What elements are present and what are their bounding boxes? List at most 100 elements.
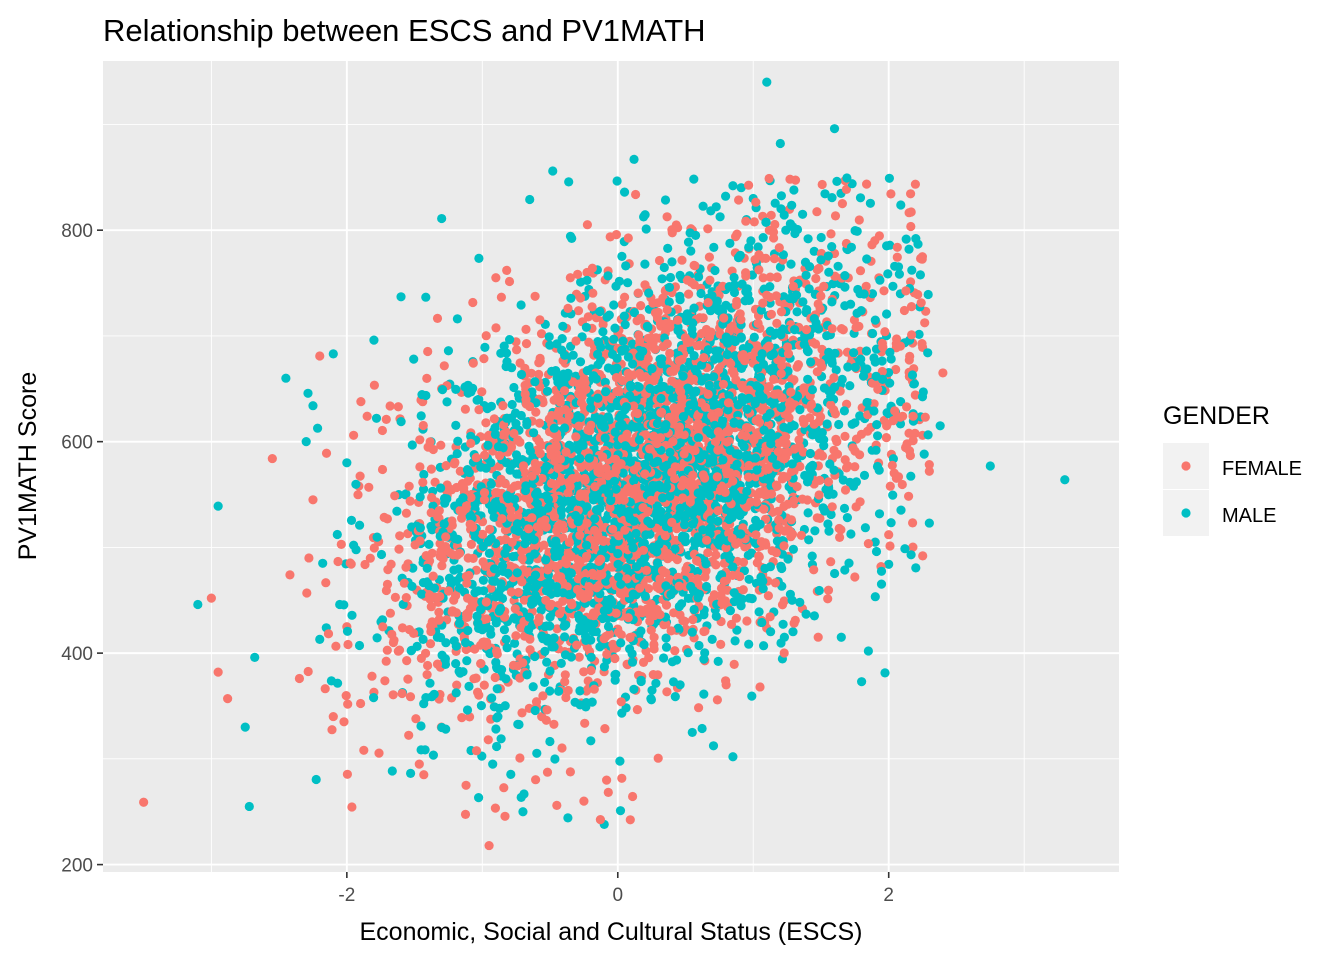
data-point-male bbox=[820, 506, 830, 516]
data-point-male bbox=[754, 607, 764, 617]
data-point-male bbox=[850, 418, 860, 428]
data-point-female bbox=[905, 450, 916, 461]
data-point-female bbox=[635, 583, 645, 593]
data-point-male bbox=[765, 326, 776, 336]
data-point-male bbox=[605, 594, 615, 604]
data-point-female bbox=[342, 769, 352, 779]
data-point-male bbox=[634, 382, 644, 392]
data-point-female bbox=[479, 354, 489, 364]
data-point-female bbox=[702, 535, 712, 545]
data-point-male bbox=[707, 634, 717, 645]
data-point-female bbox=[574, 652, 584, 662]
data-point-male bbox=[634, 435, 645, 445]
data-point-female bbox=[353, 490, 363, 500]
data-point-female bbox=[901, 286, 911, 296]
data-point-male bbox=[885, 240, 895, 250]
data-point-male bbox=[542, 657, 552, 667]
data-point-male bbox=[721, 191, 731, 201]
data-point-female bbox=[530, 291, 540, 301]
data-point-male bbox=[742, 404, 752, 414]
data-point-female bbox=[885, 481, 895, 491]
data-point-female bbox=[434, 506, 444, 516]
data-point-female bbox=[813, 632, 823, 642]
data-point-male bbox=[870, 357, 880, 367]
data-point-male bbox=[540, 646, 550, 657]
data-point-female bbox=[347, 802, 357, 812]
data-point-male bbox=[778, 250, 789, 260]
data-point-male bbox=[452, 314, 462, 324]
data-point-female bbox=[573, 306, 584, 316]
data-point-male bbox=[509, 382, 519, 393]
data-point-male bbox=[511, 419, 521, 429]
data-point-female bbox=[339, 717, 349, 727]
data-point-female bbox=[811, 273, 821, 284]
data-point-male bbox=[667, 657, 678, 667]
data-point-male bbox=[662, 482, 672, 492]
data-point-male bbox=[801, 270, 811, 280]
data-point-female bbox=[560, 677, 570, 687]
data-point-male bbox=[636, 626, 646, 636]
data-point-male bbox=[556, 658, 566, 669]
data-point-female bbox=[904, 208, 914, 218]
data-point-female bbox=[649, 376, 659, 386]
data-point-male bbox=[753, 242, 763, 252]
data-point-male bbox=[454, 583, 465, 593]
data-point-male bbox=[512, 568, 522, 578]
data-point-male bbox=[803, 508, 813, 518]
data-point-male bbox=[598, 613, 608, 624]
data-point-female bbox=[855, 497, 865, 507]
data-point-female bbox=[574, 421, 584, 431]
data-point-male bbox=[640, 259, 650, 269]
data-point-male bbox=[478, 541, 488, 552]
data-point-male bbox=[599, 422, 610, 432]
data-point-female bbox=[598, 536, 609, 547]
data-point-female bbox=[764, 341, 774, 351]
data-point-female bbox=[403, 674, 413, 684]
data-point-male bbox=[451, 576, 461, 586]
data-point-female bbox=[681, 564, 691, 574]
data-point-female bbox=[776, 307, 787, 317]
data-point-male bbox=[342, 458, 352, 468]
data-point-female bbox=[584, 582, 594, 592]
data-point-male bbox=[694, 640, 704, 651]
data-point-female bbox=[477, 387, 487, 397]
data-point-female bbox=[587, 302, 597, 312]
data-point-female bbox=[726, 619, 737, 630]
data-point-male bbox=[661, 581, 671, 591]
data-point-female bbox=[761, 490, 771, 500]
data-point-female bbox=[628, 791, 638, 802]
data-point-female bbox=[726, 359, 736, 369]
data-point-male bbox=[647, 685, 657, 695]
data-point-male bbox=[739, 442, 749, 452]
data-point-female bbox=[304, 553, 314, 563]
data-point-female bbox=[575, 293, 586, 303]
data-point-male bbox=[736, 601, 746, 611]
data-point-male bbox=[731, 506, 741, 516]
data-point-male bbox=[581, 322, 592, 332]
data-point-male bbox=[576, 277, 586, 287]
data-point-male bbox=[985, 461, 995, 471]
data-point-male bbox=[844, 558, 854, 568]
data-point-female bbox=[712, 695, 723, 705]
data-point-male bbox=[516, 369, 527, 380]
data-point-male bbox=[462, 705, 473, 715]
data-point-male bbox=[816, 255, 826, 265]
data-point-female bbox=[772, 318, 782, 328]
data-point-female bbox=[690, 445, 700, 456]
data-point-male bbox=[807, 385, 818, 395]
data-point-female bbox=[390, 592, 400, 603]
data-point-female bbox=[823, 585, 834, 595]
data-point-male bbox=[713, 656, 723, 667]
data-point-male bbox=[828, 279, 838, 289]
data-point-female bbox=[542, 767, 553, 777]
data-point-male bbox=[396, 292, 406, 302]
data-point-female bbox=[662, 687, 672, 697]
data-point-female bbox=[586, 665, 596, 676]
data-point-male bbox=[690, 365, 700, 375]
data-point-female bbox=[851, 434, 862, 444]
data-point-male bbox=[736, 529, 746, 539]
data-point-female bbox=[430, 477, 440, 487]
data-point-female bbox=[267, 453, 277, 464]
data-point-female bbox=[873, 384, 883, 394]
data-point-female bbox=[521, 324, 531, 334]
